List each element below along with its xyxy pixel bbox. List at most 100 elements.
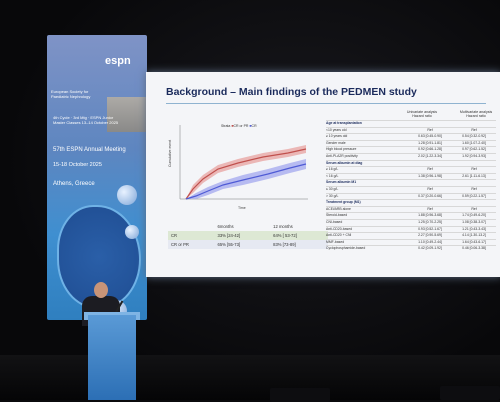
table-row: CNI-based 1.25 [0.70-2.25] 1.08 [0.38-3.07… [326,218,496,226]
table-row: ACEi/ARB alone Ref Ref [326,205,496,213]
multivariate-hr: Ref [471,186,477,191]
table-row: <10 years old Ref Ref [326,126,496,134]
chart-legend: Strata ■CR or PR ■CR [221,124,257,128]
hazard-table-header: Univariate analysis Hazard ratio Multiva… [326,110,496,118]
slide-title: Background – Main findings of the PEDMEN… [166,86,417,98]
title-divider [166,103,486,104]
table-row: Serum albumin at diag [326,159,496,167]
univariate-hr: 1.38 [0.96-1.98] [418,173,442,178]
table-row: Anti-CD20 + CNI 2.27 [0.90-5.69] 4.14 [1.3… [326,232,496,239]
univariate-hr: Ref [427,127,433,132]
univariate-hr: 2.02 [1.22-3.34] [418,153,442,158]
table-row: > 30 g/L 0.37 [0.20-0.66] 0.59 [0.22-1.57] [326,192,496,200]
multivariate-hr: 1.21 [0.43-3.43] [462,226,486,231]
junior-master-classes: 4th Cycle · 3rd Mtg · ESPN Junior Master… [53,115,119,125]
table-row: Steroid-based 1.88 [0.96-3.68] 1.74 [0.49-… [326,212,496,219]
row-label: ≥ 16 g/L [326,167,339,172]
legend-cr: CR [251,124,257,128]
univariate-hr: Ref [427,186,433,191]
univariate-hr: Ref [427,206,433,211]
multivariate-hr: Ref [471,206,477,211]
row-label: <10 years old [326,127,347,132]
row-label: Steroid-based [326,213,348,218]
univariate-hr: 0.92 [0.66-1.28] [418,147,442,152]
bubble-decor [117,185,137,205]
summary-header: 6months [217,224,234,229]
hazard-ratio-table: Univariate analysis Hazard ratio Multiva… [326,110,496,252]
multivariate-hr [452,161,496,167]
univariate-hr [408,180,452,186]
stage-monitor [440,386,500,400]
univariate-hr: 1.25 [0.70-2.25] [418,219,442,224]
legend-title: Strata [221,124,231,128]
table-row: < 16 g/L 1.38 [0.96-1.98] 2.61 [1.11-6.13] [326,172,496,180]
multivariate-hr: 1.08 [0.38-3.07] [462,219,486,224]
row-label: CR or PR [171,242,189,247]
stage-floor [0,355,500,400]
stage-monitor [270,388,330,402]
multivariate-hr: 1.64 [0.43-6.17] [462,239,486,244]
x-axis-label: Time [238,206,246,210]
table-row: Serum albumin M1 [326,179,496,186]
cell-6m: 33% [24-42] [217,233,241,238]
multivariate-hr: 4.14 [1.30-13.2] [462,233,486,238]
cell-12m: 64% [ 53-72] [273,233,297,238]
row-label: CR [171,233,178,238]
summary-header [168,222,215,231]
row-label: Anti-CD20-based [326,226,353,231]
congress-banner: espn European Society for Paediatric Nep… [47,35,147,320]
table-row: Age at transplantation [326,120,496,127]
remission-summary-table: 6months 12 months CR 33% [24-42] 64% [ 5… [168,222,328,249]
multivariate-header: Multivariate analysis Hazard ratio [459,110,493,118]
table-row: CR or PR 65% [55-73] 83% [73-89] [168,240,328,249]
univariate-hr: 0.37 [0.20-0.66] [418,193,442,198]
univariate-hr: 1.10 [0.49-2.44] [418,239,442,244]
univariate-hr: 0.63 [0.45-0.90] [418,134,442,139]
multivariate-hr: 2.61 [1.11-6.13] [462,173,486,178]
multivariate-hr: 0.54 [0.32-0.92] [462,134,486,139]
multivariate-hr: 1.60 [1.07-2.40] [462,140,486,145]
univariate-hr: 2.27 [0.90-5.69] [418,233,442,238]
univariate-header: Univariate analysis Hazard ratio [406,110,438,118]
table-row: Anti-CD20-based 0.93 [0.52-1.67] 1.21 [0.4… [326,225,496,233]
table-row: Anti-PLA2R positivity 2.02 [1.22-3.34] 1.9… [326,152,496,160]
row-label: Anti-CD20 + CNI [326,233,352,238]
meeting-city: Athens, Greece [53,181,95,187]
society-name: European Society for Paediatric Nephrolo… [51,89,91,99]
row-label: ACEi/ARB alone [326,206,351,211]
multivariate-hr [452,121,496,127]
meeting-title: 57th ESPN Annual Meeting [53,147,126,153]
table-row: ≥ 10 years old 0.63 [0.45-0.90] 0.54 [0.32… [326,133,496,140]
cr-or-pr-curve [185,148,307,200]
table-row: CR 33% [24-42] 64% [ 53-72] [168,231,328,240]
table-row: ≥ 16 g/L Ref Ref [326,166,496,173]
podium [88,315,136,400]
multivariate-hr [452,180,496,186]
row-label: Age at transplantation [326,121,362,125]
multivariate-hr: 1.74 [0.49-6.20] [462,213,486,218]
cell-12m: 83% [73-89] [273,242,296,247]
univariate-hr [408,161,452,167]
table-row: Gender male 1.28 [0.91-1.81] 1.60 [1.07-2.… [326,139,496,147]
table-row: High blood pressure 0.92 [0.66-1.28] 0.97 … [326,146,496,153]
cumulative-incidence-chart: Cumulative event Time [168,125,308,210]
table-row: MMF-based 1.10 [0.49-2.44] 1.64 [0.43-6.17… [326,238,496,246]
summary-header: 12 months [273,224,293,229]
row-label: < 16 g/L [326,173,339,178]
table-row: Treatment group (M1) [326,199,496,206]
legend-cr-or-pr: CR or PR [233,124,249,128]
univariate-hr: 1.88 [0.96-3.68] [418,213,442,218]
temple-illustration [107,97,147,132]
cr-curve [185,163,307,200]
table-row: ≤ 30 g/L Ref Ref [326,185,496,193]
univariate-hr: 0.42 [0.09-1.92] [418,246,442,251]
meeting-dates: 15-18 October 2025 [53,162,102,168]
row-label: Serum albumin at diag [326,160,363,165]
espn-logo: espn [105,55,131,67]
row-label: Gender male [326,140,346,145]
univariate-hr: 0.93 [0.52-1.67] [418,226,442,231]
hazard-table-body: Age at transplantation <10 years old Ref Re… [326,120,496,252]
row-label: Treatment group (M1) [326,200,361,205]
row-label: High blood pressure [326,147,357,152]
bubble-decor [125,225,139,239]
